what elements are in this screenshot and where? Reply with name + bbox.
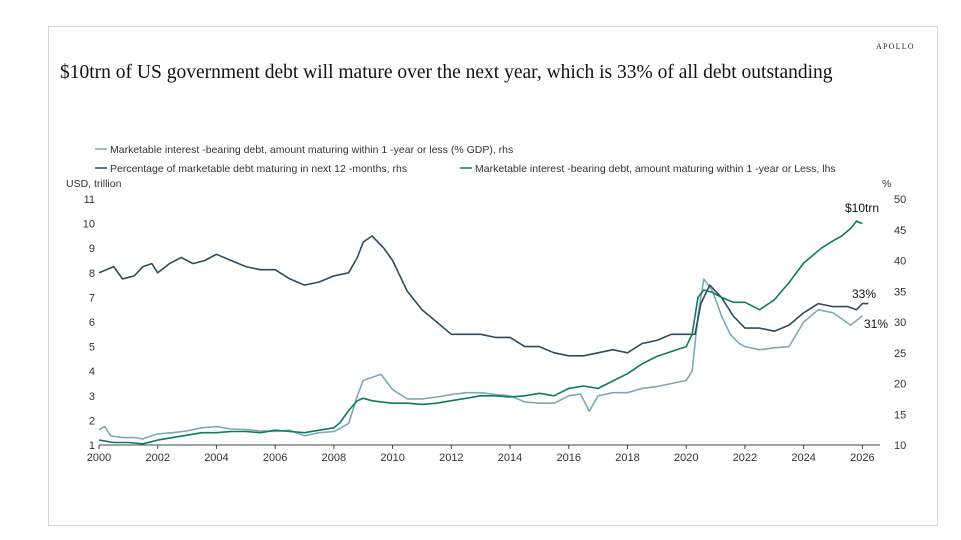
x-tick-label: 2016 [557,452,581,464]
y-left-tick-label: 10 [83,219,95,231]
x-tick-label: 2012 [439,452,463,464]
series-line-gdp-share [98,278,863,440]
x-tick-label: 2006 [263,452,287,464]
annotation-33pct: 33% [852,287,876,301]
brand-logo: APOLLO [876,42,915,51]
legend-label-gdp: Marketable interest -bearing debt, amoun… [110,144,513,156]
chart-frame [48,26,938,526]
y-right-tick-label: 25 [894,348,906,360]
x-tick-label: 2004 [204,452,228,464]
y-right-tick-label: 50 [894,194,906,206]
y-left-tick-label: 8 [89,268,95,280]
y-right-tick-label: 30 [894,317,906,329]
x-tick-label: 2022 [733,452,757,464]
right-axis-label: % [882,178,891,190]
series-line-pct-maturing [98,235,869,357]
annotation-10trn: $10trn [845,201,879,215]
y-right-tick-label: 35 [894,286,906,298]
x-tick-label: 2008 [322,452,346,464]
legend-label-usd: Marketable interest -bearing debt, amoun… [475,163,836,175]
x-tick-label: 2020 [674,452,698,464]
chart-title: $10trn of US government debt will mature… [60,62,833,83]
x-tick-label: 2024 [791,452,815,464]
annotation-31pct: 31% [864,317,888,331]
x-tick-label: 2014 [498,452,522,464]
y-left-tick-label: 11 [84,194,95,206]
y-right-tick-label: 10 [894,440,906,452]
y-right-tick-label: 15 [894,409,906,421]
y-left-tick-label: 3 [89,391,95,403]
y-right-tick-label: 20 [894,379,906,391]
x-tick-label: 2002 [145,452,169,464]
series-line-usd-maturing [98,220,863,445]
x-tick-label: 2026 [850,452,874,464]
left-axis-label: USD, trillion [66,178,122,190]
x-tick-label: 2018 [615,452,639,464]
legend: Marketable interest -bearing debt, amoun… [95,144,836,175]
y-right-tick-label: 40 [894,256,906,268]
y-right-tick-label: 45 [894,225,906,237]
y-left-tick-label: 7 [89,292,95,304]
x-tick-label: 2000 [87,452,111,464]
y-left-tick-label: 9 [89,243,95,255]
y-left-tick-label: 5 [89,342,95,354]
y-left-tick-label: 1 [89,440,95,452]
x-tick-label: 2010 [380,452,404,464]
y-left-tick-label: 4 [89,366,95,378]
y-left-tick-label: 6 [89,317,95,329]
y-left-tick-label: 2 [89,415,95,427]
legend-label-pct: Percentage of marketable debt maturing i… [110,163,407,175]
